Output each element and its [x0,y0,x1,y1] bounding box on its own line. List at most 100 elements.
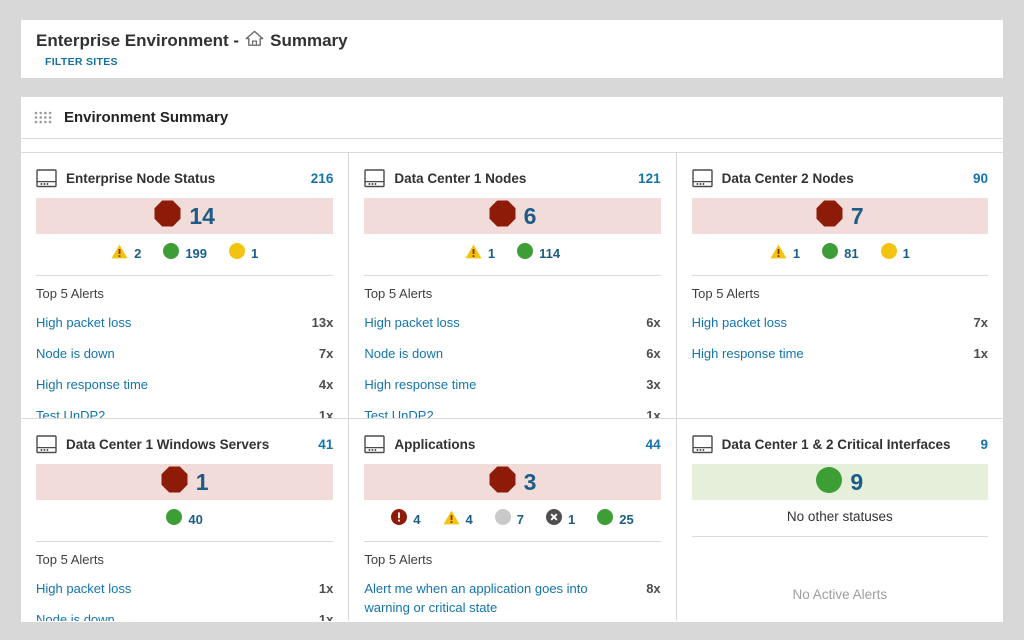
alert-link[interactable]: High response time [364,377,477,392]
status-chip[interactable]: 7 [494,509,524,530]
status-band[interactable]: 7 [691,198,988,234]
critical-octagon-icon [489,466,516,498]
status-band-count: 3 [523,468,537,495]
alert-link[interactable]: High response time [36,377,148,392]
status-chip[interactable]: 199 [163,243,207,264]
card-total-link[interactable]: 90 [972,170,988,186]
card-header: Enterprise Node Status 216 [36,165,333,191]
alert-link[interactable]: High packet loss [691,315,788,330]
critical-octagon-icon [816,200,843,232]
status-chip-count: 4 [413,512,421,527]
drag-handle-icon[interactable] [34,111,52,124]
alert-row: High packet loss 6x [364,313,660,332]
warning-triangle-icon [443,510,460,530]
card-total-link[interactable]: 44 [645,436,661,452]
card-total-link[interactable]: 41 [318,436,334,452]
status-chip-count: 1 [251,246,259,261]
top-alerts-label: Top 5 Alerts [364,552,433,567]
summary-card: Applications 44 3 4 4 7 1 [348,418,676,621]
alert-count: 1x [646,408,661,418]
status-chip[interactable]: 40 [166,509,203,530]
alert-link[interactable]: Node is down [364,346,444,361]
alert-link[interactable]: High packet loss [364,315,460,330]
alert-count: 3x [646,377,661,392]
status-chip[interactable]: 1 [465,244,495,264]
top-alerts-label: Top 5 Alerts [36,286,104,301]
alert-link[interactable]: Node is down [36,612,115,621]
status-band[interactable]: 3 [364,464,661,500]
summary-card: Data Center 1 & 2 Critical Interfaces 9 … [675,418,1003,621]
status-band[interactable]: 1 [36,464,334,500]
circle-warning-icon [229,243,246,264]
status-chip[interactable]: 4 [443,510,473,530]
summary-card: Data Center 1 Nodes 121 6 1 114 Top 5 Al… [348,153,675,418]
alert-row: High response time 3x [364,375,660,394]
node-icon [691,434,713,454]
status-chip-count: 1 [792,246,801,261]
alert-row: Node is down 7x [36,344,333,363]
circle-unknown-light-icon [494,509,511,530]
status-chip-count: 40 [188,512,203,527]
alert-row: High packet loss 1x [36,579,333,598]
alert-link[interactable]: Node is down [36,346,115,361]
status-chip[interactable]: 4 [391,509,421,530]
card-title: Data Center 1 Windows Servers [66,436,270,452]
alert-link[interactable]: Test UnDP2 [364,408,434,418]
status-chip[interactable]: 1 [880,243,910,264]
status-chip-count: 2 [134,246,142,261]
status-chip-count: 81 [844,246,859,261]
status-chip-count: 1 [487,246,496,261]
alert-link[interactable]: High response time [691,346,804,361]
alert-count: 6x [646,315,661,330]
circle-warning-icon [880,243,897,264]
status-chip[interactable]: 114 [517,243,560,264]
alert-count: 1x [318,581,334,596]
alert-row: High response time 4x [36,375,333,394]
card-total-link[interactable]: 216 [310,170,334,186]
summary-card: Data Center 2 Nodes 90 7 1 81 1 Top 5 Al… [675,153,1003,418]
alert-row: High response time 1x [692,344,988,363]
status-band[interactable]: 14 [36,198,334,234]
status-chip[interactable]: 1 [229,243,258,264]
alert-row: Test UnDP2 1x [36,406,333,418]
status-chip[interactable]: 1 [545,509,575,530]
alert-count: 1x [973,346,988,361]
alert-count: 1x [318,612,334,621]
home-icon [245,29,264,52]
alert-count: 13x [311,315,334,330]
status-band-count: 1 [195,468,209,495]
circle-up-icon [822,243,839,264]
alert-row: Node is down 6x [364,344,660,363]
status-chip[interactable]: 25 [597,509,634,530]
top-alerts-label: Top 5 Alerts [36,552,104,567]
card-header: Data Center 1 Windows Servers 41 [36,431,333,457]
alert-link[interactable]: High packet loss [36,315,132,330]
no-other-statuses-text: No other statuses [691,500,988,537]
card-total-link[interactable]: 121 [638,170,661,186]
status-chip-count: 1 [902,246,910,261]
status-band-count: 6 [523,202,537,229]
alert-link[interactable]: Test UnDP2 [36,408,106,418]
filter-sites-link[interactable]: FILTER SITES [45,56,118,68]
status-chip[interactable]: 81 [822,243,859,264]
status-band[interactable]: 9 [691,464,988,500]
alert-count: 1x [318,408,334,418]
substatus-row: 40 [36,500,334,542]
circle-up-icon [597,509,614,530]
status-chip[interactable]: 2 [111,244,141,264]
card-header: Data Center 1 & 2 Critical Interfaces 9 [691,431,988,457]
warning-triangle-icon [111,244,128,264]
alert-link[interactable]: High packet loss [36,581,132,596]
card-total-link[interactable]: 9 [980,436,988,452]
status-chip-count: 114 [539,246,561,261]
alert-link[interactable]: Alert me when an application goes into w… [364,581,588,615]
alert-count: 8x [646,581,661,596]
alert-count: 7x [973,315,988,330]
page-title-suffix: Summary [270,30,348,50]
card-title: Data Center 2 Nodes [721,170,854,186]
status-band-count: 14 [189,202,215,229]
status-band-count: 9 [850,468,864,495]
status-band[interactable]: 6 [364,198,661,234]
node-icon [36,168,57,188]
status-chip[interactable]: 1 [770,244,800,264]
